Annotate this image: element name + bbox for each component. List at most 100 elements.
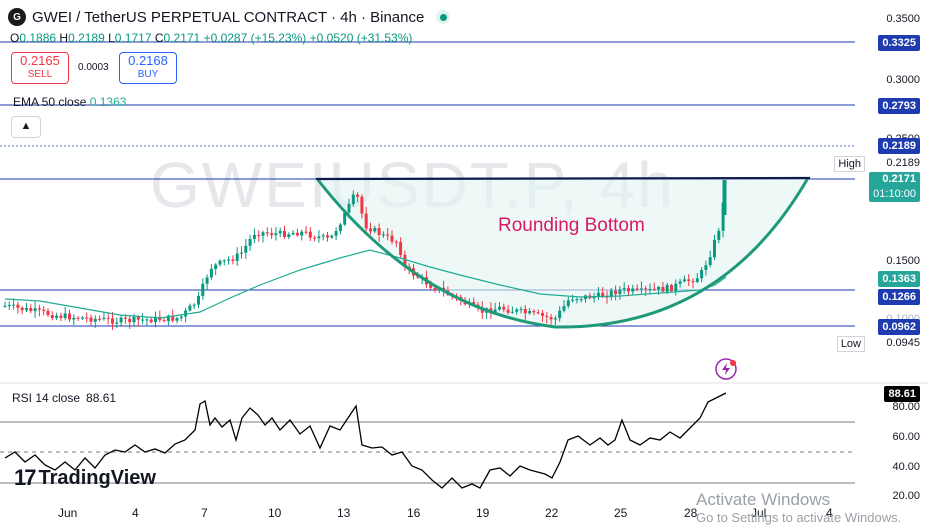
candle-body [670, 285, 673, 291]
candle-body [381, 234, 385, 236]
candle-body [321, 235, 325, 237]
candle-body [691, 280, 695, 282]
candle-body [166, 315, 170, 322]
candle-body [111, 318, 114, 324]
candle-body [558, 310, 562, 319]
candle-body [235, 253, 239, 261]
candle-body [98, 318, 102, 320]
candle-body [687, 279, 691, 281]
ema-tag: 0.1363 [878, 271, 920, 287]
candle-body [222, 260, 226, 262]
candle-body [682, 279, 686, 282]
candle-body [622, 288, 626, 290]
candle-body [334, 231, 338, 236]
ema-legend[interactable]: EMA 50 close 0.1363 [13, 95, 127, 109]
candle-body [506, 309, 510, 313]
candle-body [515, 309, 519, 312]
candle-body [274, 233, 278, 236]
candle-body [377, 227, 381, 236]
time-tick: Jun [58, 506, 78, 520]
candle-body [16, 304, 20, 308]
candle-body [493, 309, 497, 314]
current-price-tag: 0.2171 01:10:00 [869, 172, 920, 202]
candle-body [313, 237, 317, 239]
candle-body [722, 180, 727, 215]
candle-body [252, 234, 256, 239]
candle-body [119, 317, 123, 323]
candle-body [304, 231, 308, 233]
symbol-header[interactable]: G GWEI / TetherUS PERPETUAL CONTRACT · 4… [8, 6, 451, 28]
tradingview-logo-icon: 17 [14, 465, 37, 490]
candle-body [519, 309, 523, 311]
candle-body [343, 212, 347, 225]
time-tick: 13 [337, 506, 351, 520]
candle-body [136, 316, 140, 320]
candle-body [20, 307, 24, 311]
sell-button[interactable]: 0.2165 SELL [11, 52, 69, 84]
candle-body [89, 317, 93, 322]
candle-body [278, 230, 282, 234]
candle-body [644, 288, 648, 290]
candle-body [433, 287, 437, 291]
candle-body [575, 299, 579, 301]
spread-value: 0.0003 [78, 62, 109, 73]
candle-body [287, 234, 291, 237]
candle-body [648, 288, 652, 290]
candle-body [7, 304, 11, 306]
candle-body [351, 194, 355, 205]
candle-body [601, 292, 605, 297]
candle-body [498, 306, 501, 310]
time-tick: 19 [476, 506, 490, 520]
candle-body [29, 308, 33, 312]
candle-body [605, 296, 609, 298]
candle-body [128, 318, 132, 323]
symbol-title[interactable]: GWEI / TetherUS PERPETUAL CONTRACT · 4h … [32, 8, 425, 26]
candle-body [162, 320, 166, 322]
time-tick: 4 [132, 506, 139, 520]
candle-body [360, 196, 364, 214]
candle-body [123, 317, 127, 319]
candle-body [192, 304, 196, 306]
buy-button[interactable]: 0.2168 BUY [119, 52, 177, 84]
rounding-bottom-curve [316, 177, 810, 329]
candle-body [330, 235, 334, 238]
candle-body [214, 264, 218, 269]
candle-body [704, 265, 708, 270]
candle-body [523, 309, 527, 314]
candle-body [80, 317, 84, 319]
candle-body [300, 231, 304, 236]
candle-body [46, 310, 50, 316]
candle-body [721, 202, 725, 231]
candle-body [665, 285, 669, 292]
ohlc-legend: O0.1886 H0.2189 L0.1717 C0.2171 +0.0287 … [10, 31, 413, 45]
candle-body [72, 317, 76, 320]
candle-body [209, 268, 213, 278]
candle-body [700, 269, 704, 279]
tradingview-logo[interactable]: 17 TradingView [14, 465, 156, 490]
price-tick: 0.3000 [886, 74, 920, 86]
candle-body [201, 283, 205, 296]
rsi-value-tag: 88.61 [884, 386, 920, 402]
coin-logo-icon: G [8, 8, 26, 26]
pattern-label: Rounding Bottom [498, 215, 645, 236]
candle-body [717, 230, 721, 240]
level-tag: 0.3325 [878, 35, 920, 51]
candle-body [609, 290, 613, 298]
flash-icon [715, 358, 737, 380]
level-tag: 0.1266 [878, 289, 920, 305]
collapse-legend-button[interactable]: ▲ [11, 116, 41, 138]
rsi-tick: 80.00 [892, 401, 920, 413]
candle-body [347, 204, 351, 213]
candle-body [244, 245, 248, 253]
rsi-legend[interactable]: RSI 14 close 88.61 [12, 391, 117, 405]
candle-body [338, 224, 342, 232]
rsi-tick: 40.00 [892, 461, 920, 473]
candle-body [532, 311, 536, 313]
price-tick: 0.1500 [886, 255, 920, 267]
candle-body [579, 299, 583, 301]
time-tick: 10 [268, 506, 282, 520]
candle-body [175, 318, 179, 321]
candle-body [179, 316, 183, 319]
candle-body [270, 233, 274, 236]
